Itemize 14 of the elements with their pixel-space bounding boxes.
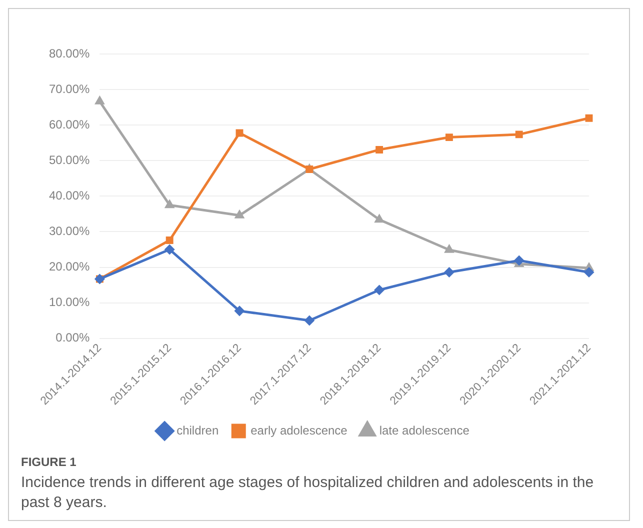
y-tick-label: 40.00% bbox=[48, 188, 90, 203]
legend-label: children bbox=[176, 423, 219, 438]
caption: FIGURE 1 bbox=[21, 455, 78, 469]
y-tick-label: 60.00% bbox=[48, 118, 90, 132]
y-tick-label: 20.00% bbox=[48, 260, 90, 274]
legend-label: late adolescence bbox=[379, 423, 470, 438]
y-tick-label: 0.00% bbox=[56, 330, 90, 345]
y-tick-label: 80.00% bbox=[48, 46, 90, 61]
y-tick-label: 50.00% bbox=[48, 153, 90, 168]
y-tick-label: 70.00% bbox=[48, 82, 90, 96]
y-tick-label: 30.00% bbox=[48, 224, 90, 238]
text: Incidence trends in different age stages of hospitalized children and adolescents in the past 8 years. bbox=[21, 473, 595, 512]
y-tick-label: 10.00% bbox=[48, 295, 90, 310]
legend-label: early adolescence bbox=[250, 423, 348, 438]
